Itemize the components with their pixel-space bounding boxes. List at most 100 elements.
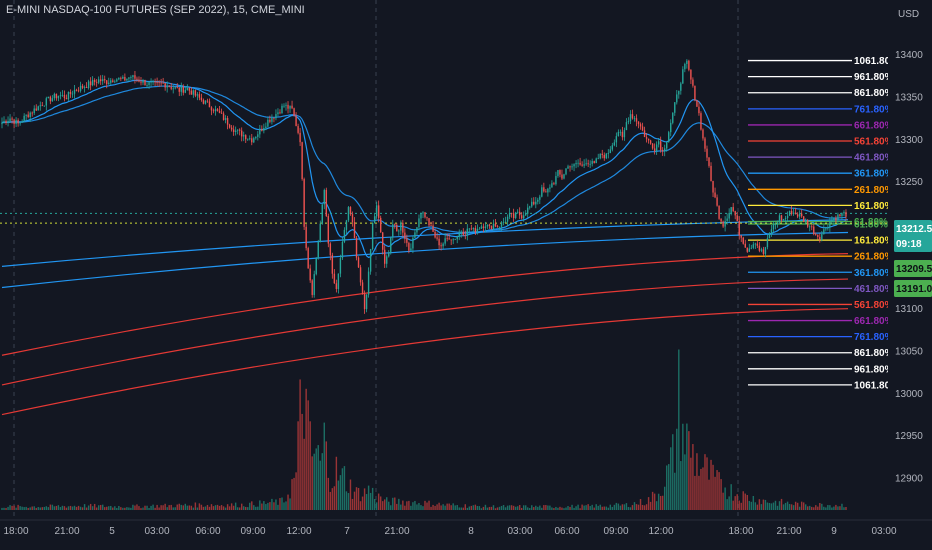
volume-bar <box>416 504 418 510</box>
volume-bar <box>448 503 450 510</box>
time-axis[interactable]: 18:00 21:00 5 03:00 06:00 09:00 12:00 7 21:00 8 03… <box>0 519 932 550</box>
volume-bar <box>732 500 734 510</box>
candle-body <box>25 114 27 116</box>
volume-bar <box>480 508 483 510</box>
volume-bar <box>174 507 176 510</box>
time-tick-label: 21:00 <box>776 526 801 537</box>
candle-body <box>569 166 571 168</box>
candle-body <box>43 105 46 107</box>
candle-body <box>353 222 356 239</box>
candle-body <box>361 282 364 294</box>
candle-body <box>53 93 56 99</box>
volume-bar <box>106 506 108 510</box>
volume-bar <box>722 492 724 510</box>
candle-body <box>323 189 325 205</box>
volume-bar <box>798 506 801 510</box>
volume-bar <box>653 493 656 510</box>
price-tags: 13212.50 09:18 13209.50 13191.00 <box>894 220 932 297</box>
candle-body <box>762 249 765 254</box>
candle-body <box>742 237 744 244</box>
volume-bar <box>59 507 62 510</box>
volume-bar <box>514 506 517 510</box>
volume-bar <box>176 504 178 510</box>
candle-body <box>712 181 714 193</box>
candle-body <box>363 293 366 310</box>
candle-body <box>813 226 815 235</box>
candle-body <box>621 131 624 138</box>
candle-body <box>567 166 569 169</box>
volume-bar <box>234 502 237 510</box>
time-tick-label: 21:00 <box>384 526 409 537</box>
volume-bar <box>817 506 819 510</box>
volume-bar <box>557 507 559 510</box>
volume-bars <box>1 349 847 510</box>
volume-bar <box>136 504 138 510</box>
sma-red-line-3 <box>1 308 849 416</box>
volume-bar <box>807 506 809 510</box>
price-tick-label: 13050 <box>895 347 923 358</box>
candle-body <box>496 226 499 228</box>
volume-bar <box>510 505 513 510</box>
volume-bar <box>603 506 605 510</box>
volume-bar <box>381 501 384 510</box>
candle-body <box>351 214 354 223</box>
volume-bar <box>73 505 76 510</box>
volume-bar <box>396 503 398 510</box>
candle-body <box>430 225 432 227</box>
volume-bar <box>617 503 620 510</box>
volume-bar <box>782 504 785 510</box>
volume-bar <box>569 506 571 510</box>
candle-body <box>539 196 541 200</box>
volume-bar <box>444 505 446 510</box>
candle-body <box>460 231 462 234</box>
volume-bar <box>31 506 33 510</box>
volume-bar <box>222 506 225 510</box>
volume-bar <box>317 445 319 510</box>
volume-bar <box>114 506 116 510</box>
volume-bar <box>800 501 803 510</box>
volume-bar <box>720 479 722 510</box>
candle-body <box>792 212 795 214</box>
candle-body <box>285 104 287 106</box>
price-tick-label: 12950 <box>895 431 923 442</box>
time-tick-label: 7 <box>344 526 350 537</box>
volume-bar <box>823 506 825 510</box>
volume-bar <box>440 505 442 510</box>
volume-bar <box>708 479 710 510</box>
volume-bar <box>422 506 424 510</box>
volume-bar <box>345 491 348 510</box>
candle-body <box>645 137 648 139</box>
volume-bar <box>645 504 648 510</box>
candle-body <box>623 130 626 138</box>
price-tick-label: 13000 <box>895 389 923 400</box>
candle-body <box>410 248 412 251</box>
volume-bar <box>410 505 412 510</box>
volume-bar <box>148 507 150 510</box>
candle-body <box>35 108 37 111</box>
candle-body <box>794 212 797 215</box>
volume-bar <box>527 507 529 510</box>
candle-body <box>817 234 819 237</box>
volume-bar <box>202 506 205 510</box>
volume-bar <box>563 508 565 510</box>
candle-body <box>170 86 172 89</box>
volume-bar <box>243 506 245 510</box>
candle-body <box>176 87 178 89</box>
volume-bar <box>126 507 128 510</box>
candle-body <box>531 201 533 207</box>
volume-bar <box>809 505 811 510</box>
volume-bar <box>361 496 364 510</box>
candle-body <box>315 258 317 275</box>
candle-body <box>140 81 142 83</box>
volume-bar <box>400 504 402 510</box>
candle-body <box>108 82 110 85</box>
volume-bar <box>845 506 847 510</box>
candle-body <box>339 258 342 274</box>
candle-body <box>770 229 773 234</box>
volume-bar <box>438 502 440 510</box>
candle-body <box>85 86 88 88</box>
candle-body <box>277 112 279 115</box>
volume-bar <box>226 504 229 510</box>
candle-body <box>291 105 293 109</box>
